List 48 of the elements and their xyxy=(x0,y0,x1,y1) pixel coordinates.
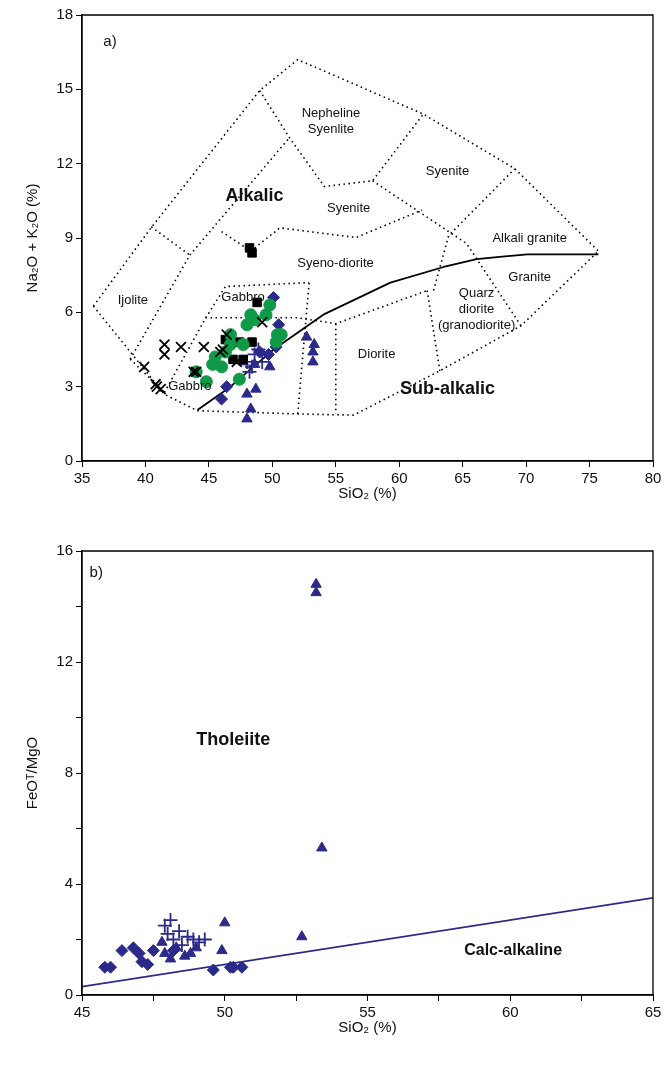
x-tick-label: 80 xyxy=(644,469,662,487)
annotation: Syenite xyxy=(326,199,371,215)
y-tick-label: 8 xyxy=(64,763,73,781)
y-tick-label: 12 xyxy=(56,153,73,171)
x-tick-label: 50 xyxy=(263,469,281,487)
annotation: Syeno-diorite xyxy=(297,254,374,270)
y-tick-label: 6 xyxy=(64,302,73,320)
x-tick-label: 75 xyxy=(581,469,598,487)
y-tick-label: 18 xyxy=(56,5,73,23)
x-tick-label: 60 xyxy=(501,1003,519,1021)
y-tick-label: 9 xyxy=(64,228,73,246)
annotation: Ijolite xyxy=(117,291,148,307)
x-tick-label: 70 xyxy=(517,469,535,487)
annotation: Calc-alkaline xyxy=(464,941,563,959)
y-tick-label: 4 xyxy=(64,874,73,892)
y-axis-title: FeOᵀ/MgO xyxy=(23,736,41,810)
x-tick-label: 60 xyxy=(390,469,408,487)
annotation: Granite xyxy=(508,269,551,285)
x-tick-label: 55 xyxy=(359,1003,376,1021)
y-tick-label: 16 xyxy=(56,541,73,559)
annotation: Quarz diorite (granodiorite) xyxy=(437,285,516,333)
x-tick-label: 45 xyxy=(200,469,218,487)
x-axis-title: SiO₂ (%) xyxy=(338,1018,397,1036)
x-tick-label: 55 xyxy=(327,469,345,487)
y-tick-label: 15 xyxy=(56,79,73,97)
x-axis-title: SiO₂ (%) xyxy=(338,484,397,502)
x-tick-label: 65 xyxy=(644,1003,662,1021)
y-tick-label: 0 xyxy=(64,451,73,469)
annotation: a) xyxy=(103,32,117,50)
y-tick-label: 12 xyxy=(56,652,73,670)
x-tick-label: 35 xyxy=(73,469,91,487)
y-axis-title: Na₂O + K₂O (%) xyxy=(23,183,41,293)
x-tick-label: 50 xyxy=(216,1003,234,1021)
annotation: Syenite xyxy=(425,162,470,178)
annotation: Tholeiite xyxy=(196,728,271,749)
y-tick-label: 0 xyxy=(64,985,73,1003)
annotation: Gabbro xyxy=(168,378,212,394)
annotation: Gabbro xyxy=(221,288,265,304)
annotation: Nepheline Syenlite xyxy=(301,105,361,137)
annotation: Sub-alkalic xyxy=(399,378,495,399)
y-tick-label: 3 xyxy=(64,376,73,394)
annotation: Alkali granite xyxy=(492,229,567,245)
x-tick-label: 65 xyxy=(454,469,472,487)
annotation: b) xyxy=(89,563,103,581)
annotation: Alkalic xyxy=(225,185,284,206)
x-tick-label: 40 xyxy=(137,469,154,487)
annotation: Diorite xyxy=(357,345,396,361)
x-tick-label: 45 xyxy=(73,1003,91,1021)
